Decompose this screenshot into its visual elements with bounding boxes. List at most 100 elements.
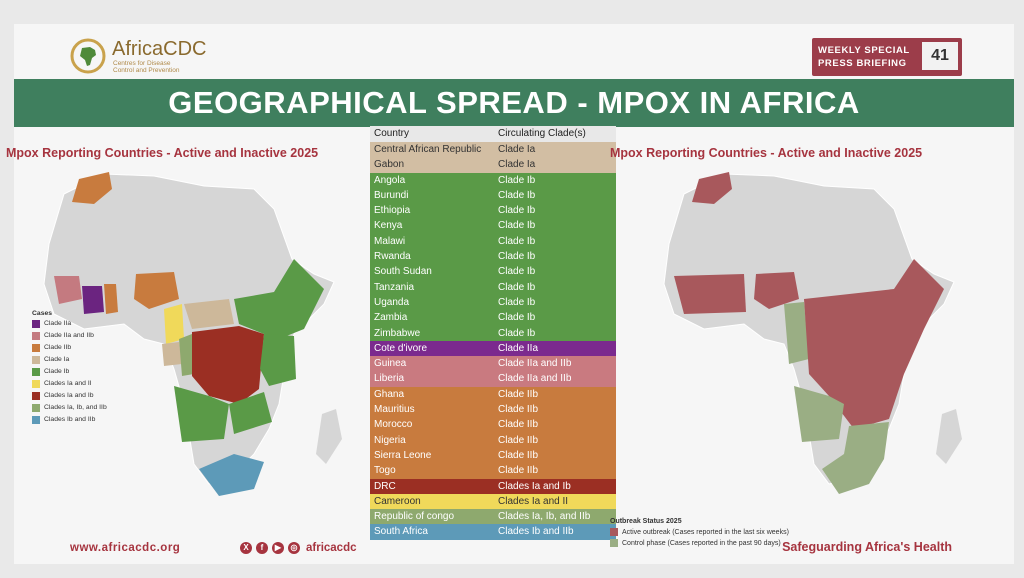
clade-cell: Clade Ib [498, 266, 536, 278]
right-africa-map [663, 172, 962, 494]
tagline: Safeguarding Africa's Health [782, 540, 952, 554]
country-cell: Kenya [374, 220, 403, 232]
legend-item: Clades Ia, Ib, and IIb [32, 404, 112, 412]
country-cell: Togo [374, 465, 396, 477]
briefing-number: 41 [922, 42, 958, 70]
legend-item: Clade IIa [32, 320, 112, 328]
tanzania-region [260, 334, 296, 386]
southern-control [822, 422, 889, 494]
table-row: Mauritius Clade IIb [370, 402, 616, 418]
east-africa-ib [234, 259, 324, 339]
briefing-label: WEEKLY SPECIAL PRESS BRIEFING [818, 45, 910, 69]
country-cell: Zambia [374, 312, 408, 324]
legend-label: Clades Ia, Ib, and IIb [44, 404, 107, 411]
instagram-icon[interactable]: ◎ [288, 542, 300, 554]
clade-cell: Clade IIa and IIb [498, 373, 572, 385]
country-cell: Gabon [374, 159, 405, 171]
nigeria-control [754, 272, 799, 309]
clade-cell: Clade IIa [498, 342, 539, 354]
table-row: Republic of congo Clades Ia, Ib, and IIb [370, 509, 616, 525]
country-cell: South Africa [374, 526, 428, 538]
clade-cell: Clade IIb [498, 419, 539, 431]
slide: AfricaCDC Centres for Disease Control an… [6, 24, 1014, 564]
social-handle: africacdc [306, 542, 357, 554]
table-row: Morocco Clade IIb [370, 417, 616, 433]
org-subtitle: Centres for Disease Control and Preventi… [113, 60, 180, 74]
clade-cell: Clade Ib [498, 189, 536, 201]
legend-item: Control phase (Cases reported in the pas… [610, 539, 789, 547]
country-cell: Rwanda [374, 251, 411, 263]
legend-item: Clade IIa and IIb [32, 332, 112, 340]
social-links: X f ▶ ◎ africacdc [240, 542, 357, 554]
table-row: DRC Clades Ia and Ib [370, 478, 616, 494]
west-africa-active [674, 274, 746, 314]
legend-swatch [32, 356, 40, 364]
legend-item: Active outbreak (Cases reported in the l… [610, 528, 789, 536]
cote-divoire-region [82, 286, 104, 314]
legend-swatch [610, 539, 618, 547]
website-link[interactable]: www.africacdc.org [70, 542, 181, 554]
table-row: Guinea Clade IIa and IIb [370, 356, 616, 372]
madagascar [316, 409, 342, 464]
table-row: Togo Clade IIb [370, 463, 616, 479]
car-region [184, 299, 234, 329]
table-row: Burundi Clade Ib [370, 187, 616, 204]
table-row: Cote d'ivore Clade IIa [370, 340, 616, 357]
column-header-clade: Circulating Clade(s) [498, 128, 586, 139]
clade-cell: Clade Ia [498, 159, 536, 171]
legend-swatch [32, 380, 40, 388]
clade-cell: Clade Ib [498, 312, 536, 324]
drc-region [192, 326, 264, 404]
legend-swatch [32, 416, 40, 424]
clade-cell: Clade Ib [498, 174, 536, 186]
country-cell: Ethiopia [374, 205, 411, 217]
clade-cell: Clade Ib [498, 296, 536, 308]
table-row: Cameroon Clades Ia and II [370, 493, 616, 510]
congo-region [179, 334, 194, 376]
table-row: Ethiopia Clade Ib [370, 203, 616, 219]
country-cell: Mauritius [374, 404, 415, 416]
country-cell: Morocco [374, 419, 413, 431]
table-row: Zimbabwe Clade Ib [370, 325, 616, 341]
legend-label: Clades Ia and II [44, 380, 92, 387]
country-cell: Liberia [374, 373, 405, 385]
table-row: Gabon Clade Ia [370, 157, 616, 173]
clade-cell: Clade IIb [498, 388, 539, 400]
country-cell: Guinea [374, 358, 407, 370]
clade-cell: Clade Ib [498, 281, 536, 293]
nigeria-region [134, 272, 179, 309]
zambia-region [229, 392, 272, 434]
south-africa-region [199, 454, 264, 496]
legend-title: Outbreak Status 2025 [610, 518, 682, 525]
morocco-region [692, 172, 732, 204]
table-row: South Sudan Clade Ib [370, 264, 616, 280]
table-body: Central African Republic Clade Ia Gabon Cla… [370, 142, 616, 540]
x-icon[interactable]: X [240, 542, 252, 554]
morocco-region [72, 172, 112, 204]
clade-cell: Clades Ia and II [498, 495, 569, 507]
country-cell: Zimbabwe [374, 327, 421, 339]
clade-table: Country Circulating Clade(s) Central Afr… [370, 126, 616, 540]
madagascar [936, 409, 962, 464]
legend-label: Clades Ia and Ib [44, 392, 94, 399]
west-africa-iia-iib [54, 276, 82, 304]
africa-cdc-logo: AfricaCDC Centres for Disease Control an… [68, 38, 218, 78]
org-name: AfricaCDC [112, 38, 207, 60]
title-banner: GEOGRAPHICAL SPREAD - MPOX IN AFRICA [14, 79, 1014, 127]
table-row: Kenya Clade Ib [370, 218, 616, 234]
clade-cell: Clade Ia [498, 144, 536, 155]
table-row: Nigeria Clade IIb [370, 432, 616, 448]
left-map-title: Mpox Reporting Countries - Active and In… [6, 146, 319, 160]
clade-cell: Clade IIb [498, 404, 539, 416]
table-row: Zambia Clade Ib [370, 310, 616, 326]
footer: www.africacdc.org X f ▶ ◎ africacdc Safe… [14, 534, 1014, 564]
cameroon-region [164, 304, 184, 344]
column-header-country: Country [374, 128, 410, 139]
legend-item: Clade Ia [32, 356, 112, 364]
country-cell: Nigeria [374, 434, 406, 446]
angola-control [794, 386, 844, 442]
facebook-icon[interactable]: f [256, 542, 268, 554]
legend-label: Active outbreak (Cases reported in the l… [622, 528, 789, 536]
youtube-icon[interactable]: ▶ [272, 542, 284, 554]
legend-label: Clade Ib [44, 368, 70, 375]
